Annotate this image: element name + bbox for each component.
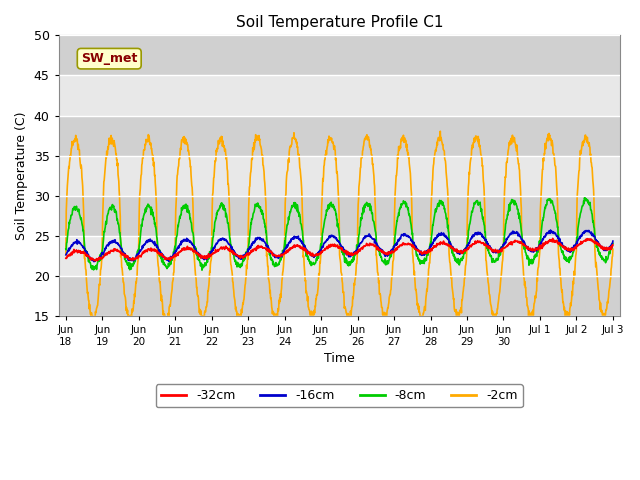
Bar	[59, 196, 620, 236]
X-axis label: Time: Time	[324, 352, 355, 365]
Legend: -32cm, -16cm, -8cm, -2cm: -32cm, -16cm, -8cm, -2cm	[156, 384, 523, 407]
Title: Soil Temperature Profile C1: Soil Temperature Profile C1	[236, 15, 443, 30]
Y-axis label: Soil Temperature (C): Soil Temperature (C)	[15, 111, 28, 240]
Bar	[59, 116, 620, 156]
Text: SW_met: SW_met	[81, 52, 138, 65]
Bar	[59, 276, 620, 316]
Bar	[59, 36, 620, 75]
